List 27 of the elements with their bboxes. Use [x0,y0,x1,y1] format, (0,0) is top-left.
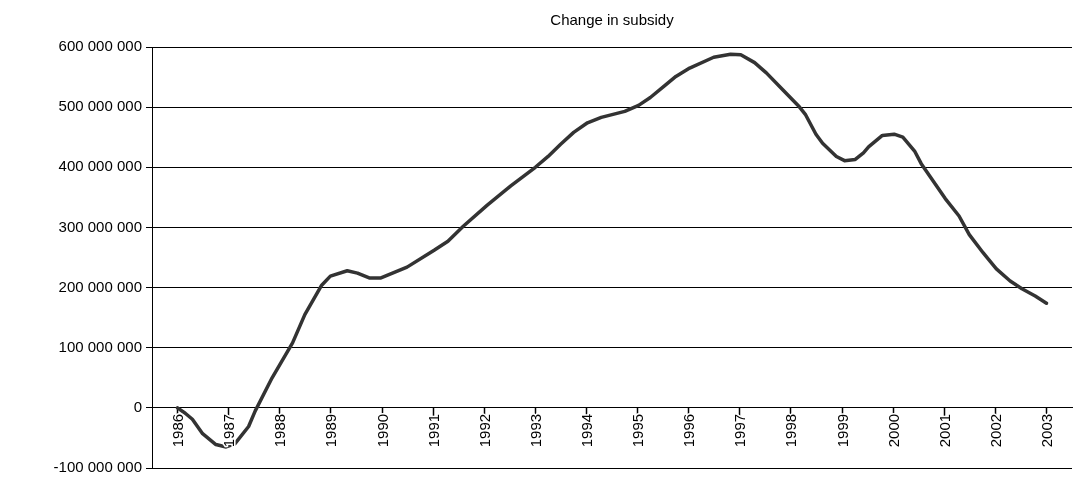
y-tick-label: 500 000 000 [58,97,142,115]
x-tick-label: 1993 [526,413,544,448]
x-tick-label: 2002 [986,413,1004,448]
x-tick-label: 1999 [833,413,851,448]
x-tick-label: 1997 [731,413,749,448]
x-tick-label: 1986 [169,413,187,448]
y-tick-label: 0 [133,398,142,415]
x-tick-label: 1992 [475,413,493,448]
x-tick-label: 1991 [424,413,442,448]
x-tick-label: 1996 [680,413,698,448]
x-tick-label: 2001 [935,413,953,448]
y-tick-label: 200 000 000 [58,277,142,295]
x-tick-label: 1987 [220,413,238,448]
y-tick-label: 400 000 000 [58,157,142,175]
x-tick-label: 2003 [1037,413,1055,448]
y-tick-label: 300 000 000 [58,217,142,235]
x-tick-label: 1998 [782,413,800,448]
chart-title: Change in subsidy [550,11,675,29]
y-tick-label: 600 000 000 [58,37,142,55]
x-tick-label: 2000 [884,413,902,448]
x-tick-label: 1990 [373,413,391,448]
y-tick-label: -100 000 000 [53,458,142,476]
x-tick-label: 1988 [271,413,289,448]
x-tick-label: 1995 [629,413,647,448]
y-tick-label: 100 000 000 [58,337,142,355]
x-tick-label: 1989 [322,413,340,448]
x-tick-label: 1994 [577,413,595,448]
